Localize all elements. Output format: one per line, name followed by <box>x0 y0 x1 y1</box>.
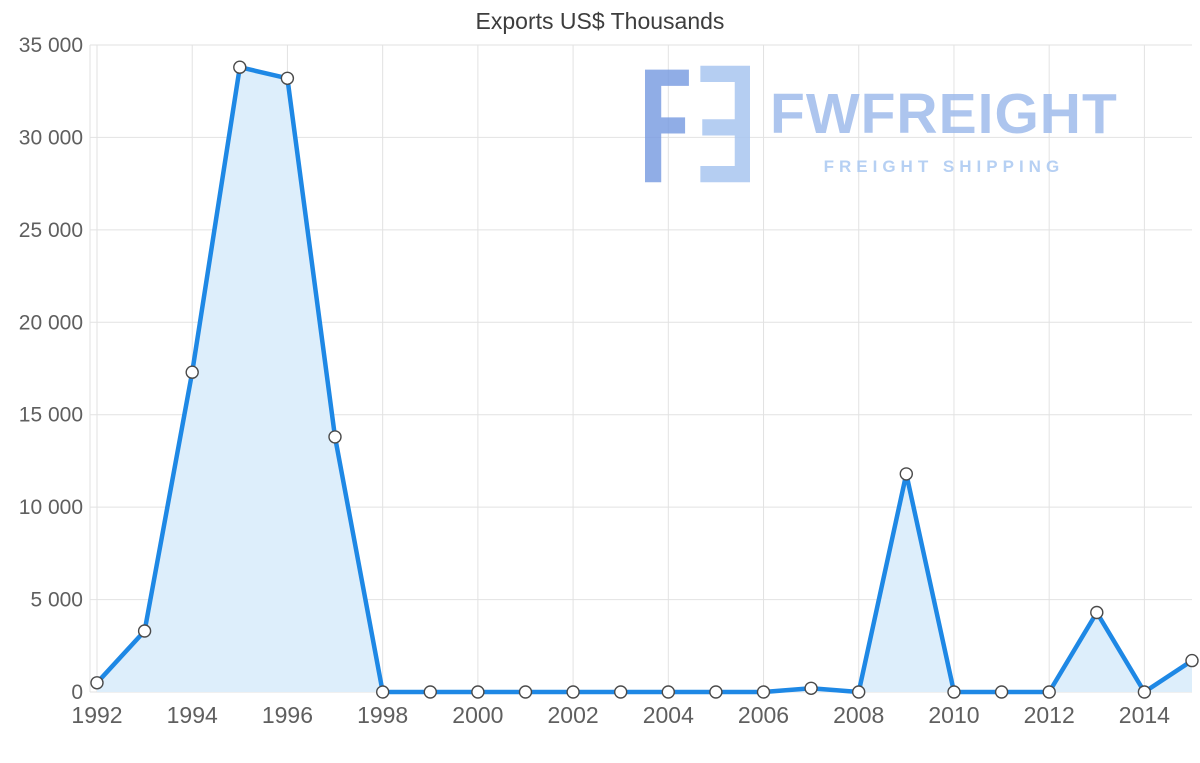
data-point-marker <box>518 685 533 699</box>
x-tick-label: 1996 <box>262 702 313 728</box>
x-tick-label: 1994 <box>167 702 218 728</box>
data-point-marker <box>756 685 771 699</box>
data-point-marker <box>90 676 104 690</box>
y-tick-label: 10 000 <box>19 496 83 519</box>
x-tick-label: 2000 <box>452 702 503 728</box>
x-tick-label: 1998 <box>357 702 408 728</box>
x-tick-label: 2006 <box>738 702 789 728</box>
y-tick-label: 25 000 <box>19 219 83 242</box>
data-point-marker <box>947 685 961 699</box>
x-tick-label: 2014 <box>1119 702 1170 728</box>
data-point-marker <box>233 60 247 74</box>
data-point-marker <box>1090 605 1104 620</box>
data-point-marker <box>852 685 866 699</box>
data-point-marker <box>566 685 580 699</box>
data-point-marker <box>994 685 1009 699</box>
y-tick-label: 15 000 <box>19 404 83 427</box>
data-point-marker <box>709 685 723 699</box>
data-point-marker <box>471 685 485 699</box>
y-tick-label: 0 <box>71 681 83 704</box>
data-point-marker <box>185 365 199 379</box>
x-tick-label: 2008 <box>833 702 884 728</box>
data-point-marker <box>423 685 437 699</box>
data-point-marker <box>280 71 295 86</box>
data-point-marker <box>899 467 913 481</box>
data-point-marker <box>661 685 675 699</box>
area-fill <box>97 67 1192 692</box>
x-tick-label: 2002 <box>548 702 599 728</box>
x-tick-label: 2012 <box>1024 702 1075 728</box>
data-point-marker <box>1137 685 1152 699</box>
chart-title: Exports US$ Thousands <box>475 8 725 34</box>
data-point-marker <box>1042 685 1056 699</box>
y-tick-label: 20 000 <box>19 311 83 334</box>
y-tick-label: 35 000 <box>19 34 83 57</box>
data-point-marker <box>614 685 628 699</box>
x-tick-label: 2004 <box>643 702 694 728</box>
data-point-marker <box>804 681 818 695</box>
data-point-marker <box>1185 653 1199 668</box>
y-tick-label: 30 000 <box>19 126 83 149</box>
x-tick-label: 1992 <box>71 702 122 728</box>
data-point-marker <box>328 430 342 444</box>
series-line <box>94 64 1195 695</box>
y-tick-label: 5 000 <box>30 589 83 612</box>
x-tick-label: 2010 <box>928 702 979 728</box>
data-point-marker <box>376 685 390 699</box>
data-point-marker <box>137 624 152 638</box>
